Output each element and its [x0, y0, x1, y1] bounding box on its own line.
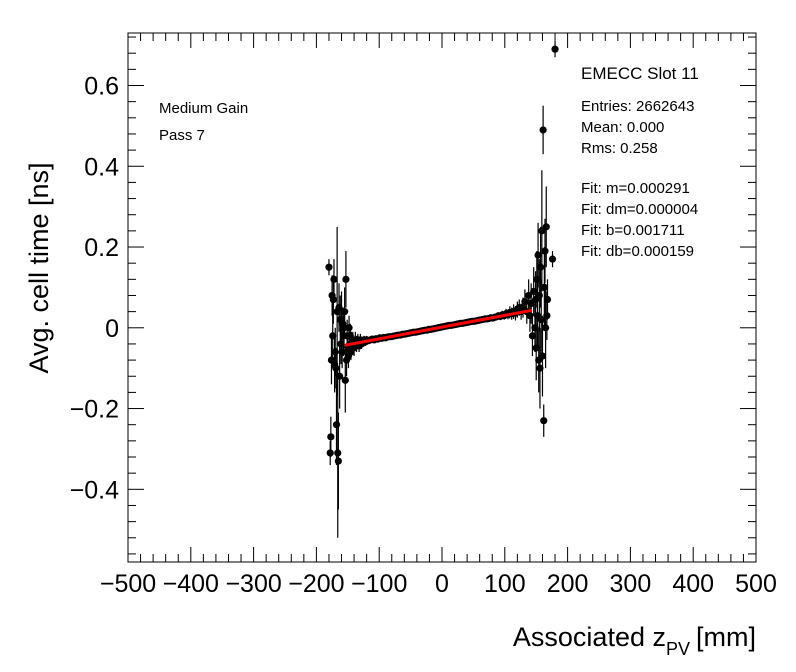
annotation-pass: Pass 7	[159, 127, 205, 144]
data-point	[521, 297, 529, 306]
y-axis-title: Avg. cell time [ns]	[24, 162, 54, 373]
y-tick-label: 0.4	[84, 153, 119, 181]
data-point	[341, 308, 349, 316]
x-tick-label: 100	[484, 570, 526, 598]
fit-m: Fit: m=0.000291	[581, 180, 690, 197]
x-axis-title-unit: [mm]	[696, 622, 756, 652]
data-point	[536, 364, 544, 372]
data-point	[528, 332, 537, 340]
fit-dm: Fit: dm=0.000004	[581, 201, 698, 218]
stat-mean: Mean: 0.000	[581, 119, 664, 136]
fit-line	[344, 308, 533, 347]
data-point	[326, 449, 334, 457]
data-point	[541, 247, 549, 255]
x-axis-title-main: Associated z	[513, 622, 666, 652]
y-tick-label: −0.2	[70, 396, 119, 424]
data-point	[543, 295, 552, 304]
x-tick-label: 0	[435, 570, 449, 598]
data-point	[330, 275, 338, 283]
fit-db: Fit: db=0.000159	[581, 243, 694, 260]
data-point	[341, 376, 349, 384]
data-point	[336, 372, 344, 380]
data-point	[540, 417, 548, 425]
y-tick-label: 0	[105, 315, 119, 343]
data-point	[540, 283, 548, 292]
x-tick-label: −200	[288, 570, 344, 598]
data-point	[332, 421, 341, 429]
x-tick-label: −400	[163, 570, 219, 598]
x-tick-label: 400	[672, 570, 714, 598]
data-point	[334, 457, 342, 465]
data-point	[340, 324, 348, 332]
data-point	[334, 449, 342, 457]
data-point	[345, 324, 353, 332]
data-point	[543, 312, 551, 320]
data-point	[332, 364, 340, 372]
fit-b: Fit: b=0.001711	[581, 222, 685, 239]
data-point	[548, 255, 557, 263]
y-tick-label: −0.4	[70, 476, 119, 504]
x-axis-title-sub: PV	[666, 639, 690, 659]
x-axis-title: Associated zPV [mm]	[513, 622, 756, 659]
x-tick-label: 500	[735, 570, 777, 598]
data-point	[542, 324, 550, 332]
annotation-gain: Medium Gain	[159, 100, 248, 117]
data-point	[536, 263, 545, 271]
x-tick-label: 300	[610, 570, 652, 598]
data-point	[534, 251, 542, 259]
data-point	[535, 291, 543, 300]
data-point	[327, 433, 335, 441]
x-tick-label: −300	[225, 570, 281, 598]
y-tick-label: 0.2	[84, 234, 119, 262]
data-point	[525, 291, 533, 300]
x-tick-label: 200	[547, 570, 589, 598]
data-point	[551, 45, 559, 53]
data-point	[542, 223, 550, 231]
axis-ticks	[127, 33, 757, 562]
stat-entries: Entries: 2662643	[581, 98, 694, 115]
x-tick-label: −100	[351, 570, 407, 598]
y-tick-label: 0.6	[84, 72, 119, 100]
data-point	[325, 263, 333, 271]
x-tick-label: −500	[100, 570, 156, 598]
stat-rms: Rms: 0.258	[581, 140, 658, 157]
chart-title: EMECC Slot 11	[581, 64, 699, 83]
data-point	[331, 348, 339, 356]
data-point	[539, 126, 547, 134]
data-point	[342, 275, 350, 283]
data-point	[329, 295, 337, 304]
axis-tick-labels: −500 −400 −300 −200 −100 0 100 200 300 400 500 −0.4…	[70, 72, 777, 598]
data-point	[538, 352, 547, 360]
